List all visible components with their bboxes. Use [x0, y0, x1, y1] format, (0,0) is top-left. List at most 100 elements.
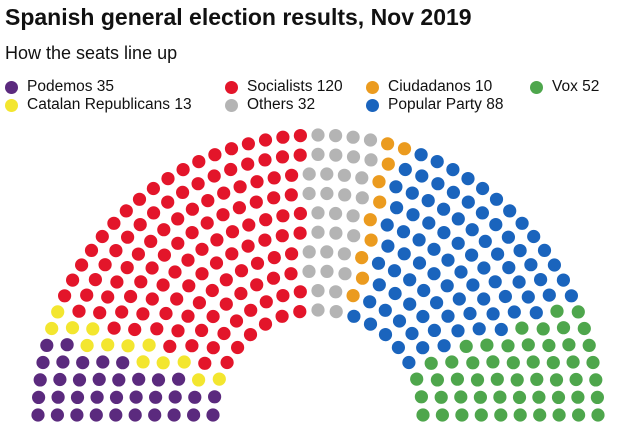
seat-socialists [285, 247, 299, 261]
seat-socialists [185, 226, 199, 240]
seat-popular-party [446, 185, 460, 199]
seat-popular-party [466, 278, 480, 292]
seat-popular-party [547, 258, 562, 272]
seat-socialists [224, 142, 239, 156]
seat-catalan-republicans [45, 321, 59, 336]
seat-socialists [267, 171, 281, 185]
seat-vox [550, 304, 564, 318]
seat-popular-party [416, 309, 430, 324]
legend-item-vox: Vox 52 [530, 78, 599, 96]
seat-socialists [250, 175, 264, 189]
seat-vox [526, 355, 540, 369]
seat-popular-party [542, 288, 556, 302]
seat-vox [501, 339, 515, 353]
seat-others [355, 171, 369, 185]
seat-popular-party [513, 244, 527, 258]
seat-socialists [219, 273, 233, 287]
seat-socialists [275, 309, 289, 323]
seat-catalan-republicans [212, 372, 226, 386]
seat-vox [569, 372, 583, 387]
seat-vox [582, 338, 596, 352]
seat-socialists [206, 341, 220, 355]
seat-vox [414, 390, 428, 404]
seat-podemos [53, 372, 67, 387]
seat-popular-party [396, 225, 411, 239]
seat-podemos [188, 390, 202, 404]
seat-socialists [259, 295, 273, 309]
seat-others [302, 186, 316, 201]
seat-socialists [161, 172, 175, 186]
seat-popular-party [489, 218, 503, 232]
legend-label-podemos: Podemos 35 [27, 78, 115, 95]
seat-ciudadanos [381, 157, 395, 171]
seat-vox [512, 390, 527, 404]
seat-popular-party [392, 314, 407, 328]
legend-label-others: Others 32 [247, 96, 316, 113]
seat-popular-party [441, 253, 455, 267]
seat-podemos [187, 408, 201, 422]
seat-others [337, 247, 351, 261]
seat-catalan-republicans [101, 338, 115, 352]
seat-vox [410, 372, 424, 386]
seat-podemos [116, 356, 130, 370]
seat-podemos [208, 390, 222, 404]
seat-popular-party [451, 324, 465, 338]
seat-popular-party [430, 155, 444, 169]
seat-others [338, 188, 352, 202]
seat-socialists [241, 239, 255, 253]
seat-popular-party [427, 323, 441, 337]
seat-socialists [284, 267, 298, 281]
seat-podemos [72, 373, 87, 387]
seat-ciudadanos [373, 195, 387, 209]
seat-socialists [210, 233, 224, 247]
seat-socialists [109, 244, 123, 258]
seat-popular-party [416, 341, 430, 355]
seat-popular-party [515, 216, 529, 230]
seat-popular-party [529, 306, 543, 320]
legend-item-ciudadanos: Ciudadanos 10 [366, 78, 492, 96]
legend-swatch-podemos [5, 80, 18, 94]
legend-item-popular-party: Popular Party 88 [366, 96, 503, 114]
seat-popular-party [380, 218, 394, 232]
seat-socialists [293, 226, 307, 240]
seat-socialists [163, 339, 177, 353]
seat-ciudadanos [355, 251, 369, 265]
seat-popular-party [475, 206, 489, 220]
seat-popular-party [440, 279, 454, 293]
seat-podemos [112, 373, 126, 387]
legend-item-others: Others 32 [225, 96, 315, 114]
seat-popular-party [427, 242, 441, 256]
seat-popular-party [363, 317, 378, 331]
seat-vox [513, 408, 527, 422]
seat-socialists [88, 273, 102, 287]
seat-popular-party [415, 169, 429, 183]
seat-podemos [31, 390, 46, 404]
seat-socialists [244, 303, 258, 317]
seat-others [337, 168, 351, 182]
seat-socialists [185, 202, 199, 216]
seat-ciudadanos [364, 233, 378, 247]
seat-socialists [232, 201, 246, 215]
seat-socialists [293, 129, 307, 143]
seat-vox [551, 390, 566, 404]
seat-popular-party [521, 290, 535, 304]
legend: Podemos 35 Socialists 120 Ciudadanos 10 … [0, 78, 624, 114]
seat-vox [435, 408, 449, 422]
seat-vox [562, 338, 576, 352]
seat-socialists [171, 212, 185, 226]
seat-others [320, 186, 334, 201]
seat-socialists [200, 216, 214, 230]
seat-others [302, 245, 316, 259]
seat-socialists [134, 275, 148, 289]
seat-podemos [89, 408, 103, 422]
seat-podemos [172, 372, 186, 386]
seat-socialists [205, 283, 219, 298]
seat-socialists [217, 326, 231, 341]
seat-socialists [66, 273, 80, 287]
seat-socialists [225, 225, 240, 239]
seat-catalan-republicans [121, 339, 135, 353]
seat-popular-party [397, 247, 411, 261]
seat-popular-party [476, 181, 490, 196]
legend-swatch-popular-party [366, 98, 379, 112]
